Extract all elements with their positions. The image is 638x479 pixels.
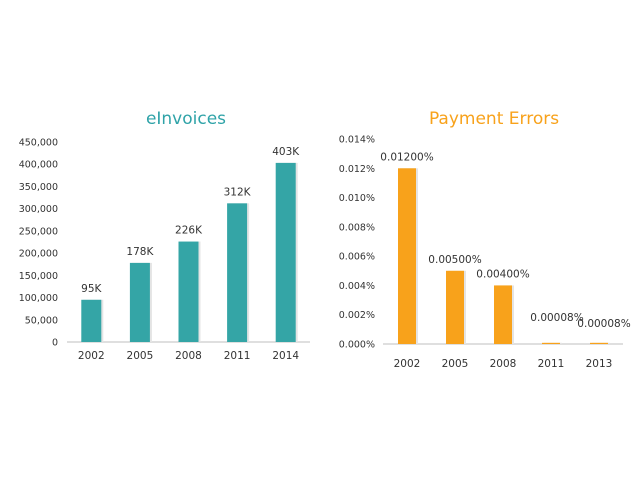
einvoices-y-tick-label: 250,000 bbox=[19, 226, 58, 237]
errors-y-tick-label: 0.006% bbox=[339, 252, 375, 263]
errors-y-tick-label: 0.000% bbox=[339, 340, 375, 351]
einvoices-bar bbox=[275, 162, 296, 342]
errors-y-tick-label: 0.010% bbox=[339, 193, 375, 204]
einvoices-bar bbox=[178, 241, 199, 342]
errors-y-tick-label: 0.014% bbox=[339, 135, 375, 146]
einvoices-bar bbox=[81, 299, 102, 342]
einvoices-x-tick-label: 2008 bbox=[175, 350, 202, 362]
errors-bar bbox=[398, 168, 416, 344]
errors-y-tick-label: 0.008% bbox=[339, 222, 375, 233]
einvoices-data-label: 312K bbox=[224, 186, 252, 198]
errors-bar bbox=[494, 285, 512, 344]
einvoices-data-label: 403K bbox=[272, 146, 300, 158]
errors-y-tick-label: 0.002% bbox=[339, 310, 375, 321]
einvoices-bar bbox=[129, 262, 150, 342]
errors-bar bbox=[590, 342, 608, 344]
errors-data-label: 0.00008% bbox=[577, 318, 630, 330]
errors-data-label: 0.00008% bbox=[530, 312, 583, 324]
errors-x-tick-label: 2005 bbox=[442, 358, 469, 370]
einvoices-x-tick-label: 2002 bbox=[78, 350, 105, 362]
einvoices-x-tick-label: 2014 bbox=[272, 350, 299, 362]
einvoices-x-tick-label: 2011 bbox=[224, 350, 251, 362]
errors-bar bbox=[446, 270, 464, 344]
errors-y-tick-label: 0.012% bbox=[339, 164, 375, 175]
errors-data-label: 0.01200% bbox=[380, 151, 433, 163]
einvoices-y-tick-label: 150,000 bbox=[19, 271, 58, 282]
einvoices-y-tick-label: 200,000 bbox=[19, 249, 58, 260]
einvoices-y-tick-label: 450,000 bbox=[19, 138, 58, 149]
errors-x-tick-label: 2008 bbox=[490, 358, 517, 370]
einvoices-data-label: 95K bbox=[81, 283, 102, 295]
einvoices-data-label: 226K bbox=[175, 225, 203, 237]
einvoices-y-tick-label: 300,000 bbox=[19, 204, 58, 215]
errors-x-tick-label: 2011 bbox=[538, 358, 565, 370]
einvoices-x-tick-label: 2005 bbox=[127, 350, 154, 362]
einvoices-data-label: 178K bbox=[126, 246, 154, 258]
einvoices-y-tick-label: 350,000 bbox=[19, 182, 58, 193]
errors-data-label: 0.00400% bbox=[476, 268, 529, 280]
einvoices-y-tick-label: 400,000 bbox=[19, 160, 58, 171]
einvoices-y-tick-label: 50,000 bbox=[25, 315, 58, 326]
errors-bar bbox=[542, 342, 560, 344]
errors-x-tick-label: 2002 bbox=[394, 358, 421, 370]
errors-y-tick-label: 0.004% bbox=[339, 281, 375, 292]
einvoices-y-tick-label: 0 bbox=[52, 338, 58, 349]
einvoices-y-tick-label: 100,000 bbox=[19, 293, 58, 304]
einvoices-bar bbox=[227, 203, 248, 342]
errors-chart-title: Payment Errors bbox=[429, 109, 559, 129]
einvoices-chart-title: eInvoices bbox=[146, 109, 226, 129]
errors-x-tick-label: 2013 bbox=[586, 358, 613, 370]
errors-data-label: 0.00500% bbox=[428, 254, 481, 266]
